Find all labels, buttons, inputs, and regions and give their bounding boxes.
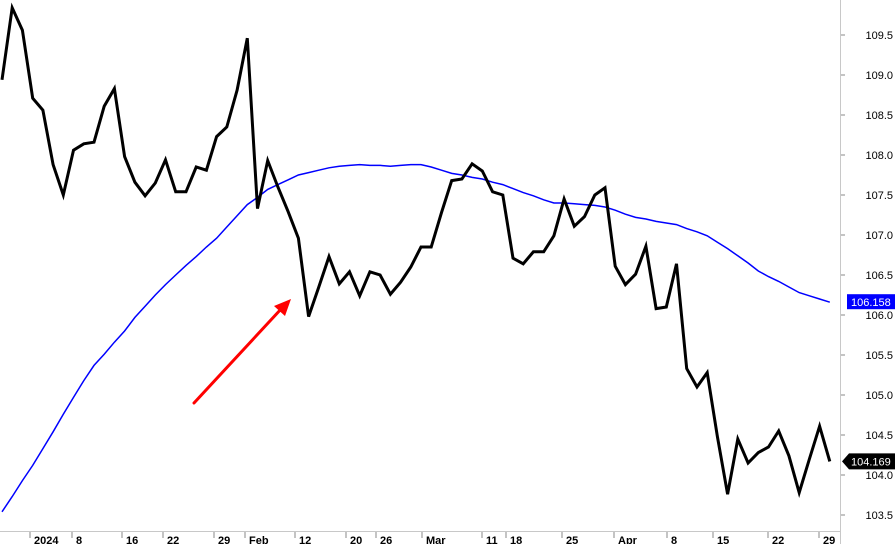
y-tick-label: 107.0	[865, 230, 893, 242]
x-tick-label: 2024	[34, 535, 59, 544]
y-tick-label: 108.5	[865, 110, 893, 122]
x-tick-label: 25	[566, 535, 578, 544]
y-tick-label: 104.5	[865, 430, 893, 442]
x-tick-label: Feb	[249, 535, 269, 544]
x-tick-label: Mar	[426, 535, 446, 544]
x-tick-label: 12	[299, 535, 311, 544]
y-tick-label: 108.0	[865, 150, 893, 162]
y-tick-label: 105.0	[865, 390, 893, 402]
x-tick-label: 22	[772, 535, 784, 544]
red-annotation-arrow	[192, 299, 291, 405]
x-tick-label: 11	[486, 535, 498, 544]
tag-label: 104.169	[851, 456, 891, 468]
series-lines	[0, 2, 832, 513]
x-tick-label: 22	[167, 535, 179, 544]
x-tick-label: 29	[823, 535, 835, 544]
y-tick-label: 106.0	[865, 310, 893, 322]
ma-value-tag: 106.158	[847, 294, 895, 310]
y-tick-label: 104.0	[865, 470, 893, 482]
price-line	[0, 2, 832, 498]
x-axis-ticks: 2024 8 16 22 29 Feb 12 20 26 Mar 11 18 25 Apr 8 15 22 29	[29, 532, 835, 544]
y-tick-label: 105.5	[865, 350, 893, 362]
y-tick-label: 103.5	[865, 510, 893, 522]
x-tick-label: 26	[380, 535, 392, 544]
x-tick-label: 8	[76, 535, 82, 544]
last-price-tag: 104.169	[842, 453, 895, 470]
tag-label: 106.158	[851, 297, 891, 309]
x-tick-label: 29	[218, 535, 230, 544]
y-tick-label: 106.5	[865, 270, 893, 282]
x-tick-label: 18	[510, 535, 522, 544]
x-tick-label: Apr	[618, 535, 638, 544]
y-axis-ticks: 103.5 104.0 104.5 105.0 105.5 106.0 106.5 107.0…	[841, 30, 893, 522]
x-tick-label: 8	[671, 535, 677, 544]
moving-average-line	[1, 163, 831, 513]
x-tick-label: 16	[126, 535, 138, 544]
y-tick-label: 107.5	[865, 190, 893, 202]
last-value-tags: 104.169 106.158	[842, 294, 895, 470]
x-tick-label: 15	[717, 535, 729, 544]
y-tick-label: 109.0	[865, 70, 893, 82]
x-tick-label: 20	[350, 535, 362, 544]
y-tick-label: 109.5	[865, 30, 893, 42]
